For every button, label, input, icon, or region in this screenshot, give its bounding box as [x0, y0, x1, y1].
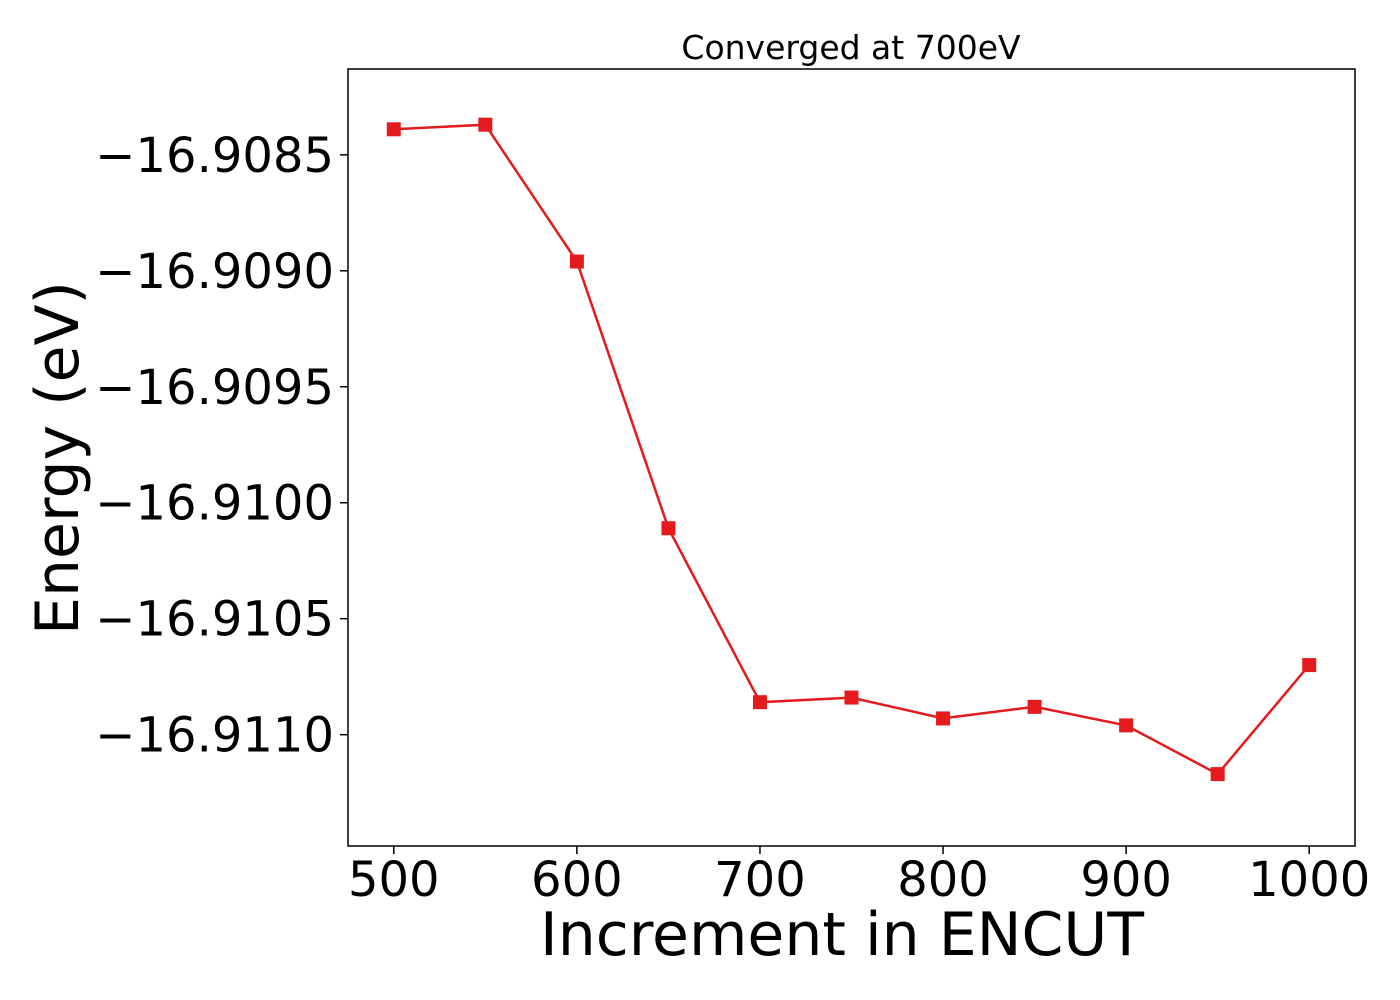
y-tick-label: −16.9090 [95, 244, 334, 300]
data-point [478, 117, 493, 132]
y-axis: −16.9085 −16.9090 −16.9095 −16.9100 −16.9105… [95, 128, 348, 764]
data-point [1302, 658, 1317, 673]
data-point [569, 254, 584, 269]
x-axis-label: Increment in ENCUT [540, 900, 1144, 970]
chart-title: Converged at 700eV [681, 28, 1021, 67]
y-tick-label: −16.9105 [95, 592, 334, 648]
data-point [1027, 699, 1042, 714]
y-tick-label: −16.9100 [95, 476, 334, 532]
plot-frame [347, 68, 1356, 847]
data-point [936, 711, 951, 726]
x-tick-label: 500 [348, 852, 440, 908]
data-point [386, 122, 401, 137]
data-point [844, 690, 859, 705]
y-axis-label: Energy (eV) [23, 281, 93, 635]
x-tick-label: 800 [897, 852, 989, 908]
y-tick-label: −16.9095 [95, 360, 334, 416]
data-point [1119, 718, 1134, 733]
x-tick-label: 600 [531, 852, 623, 908]
x-axis: 500 600 700 800 900 1000 [348, 846, 1370, 908]
x-tick-label: 700 [714, 852, 806, 908]
x-tick-label: 1000 [1248, 852, 1370, 908]
series-line [393, 123, 1311, 776]
y-tick-label: −16.9110 [95, 708, 334, 764]
data-point [752, 695, 767, 710]
y-tick-label: −16.9085 [95, 128, 334, 184]
data-point [661, 521, 676, 536]
series-group [386, 117, 1317, 782]
x-tick-label: 900 [1080, 852, 1172, 908]
data-point [1210, 767, 1225, 782]
